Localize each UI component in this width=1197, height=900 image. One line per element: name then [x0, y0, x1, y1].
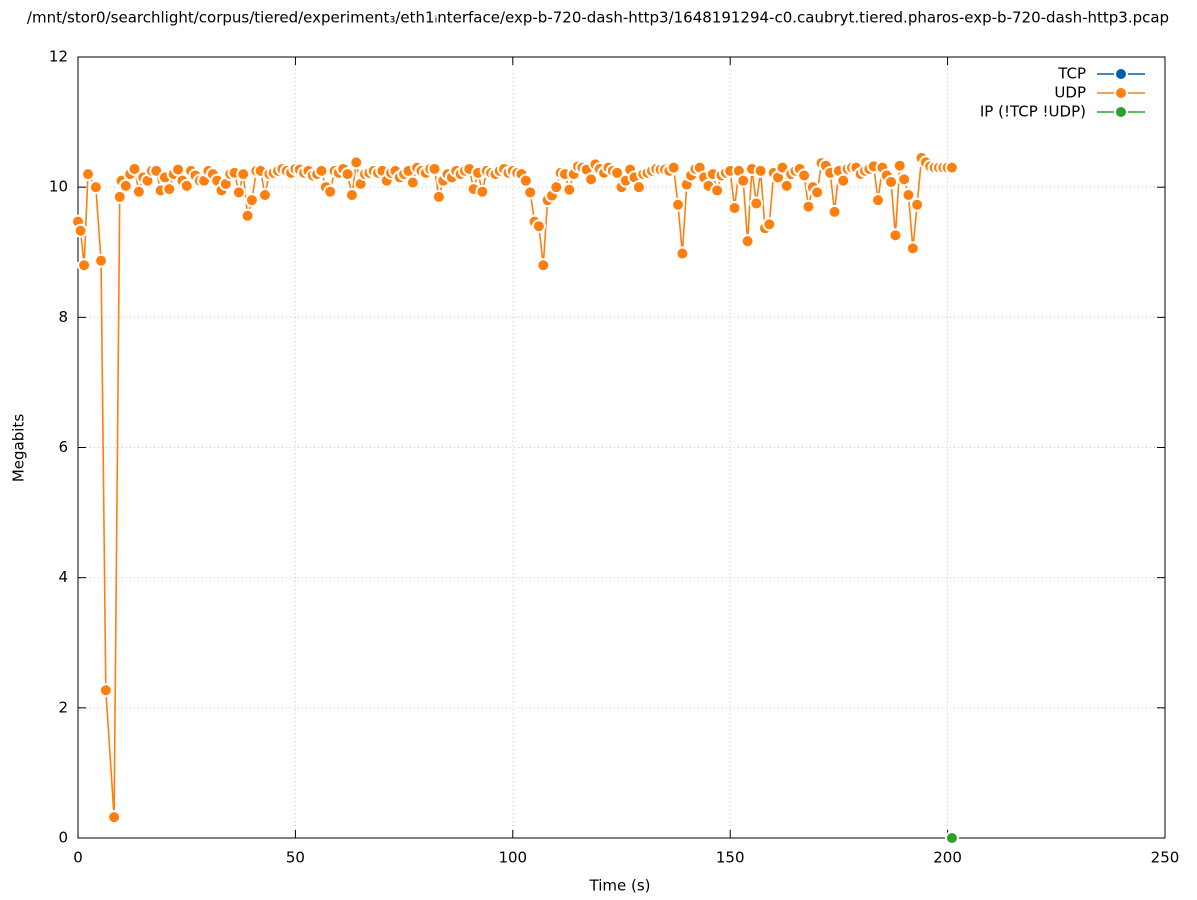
x-tick-label: 250 — [1151, 849, 1180, 867]
y-tick-label: 4 — [58, 568, 68, 586]
data-point — [871, 193, 886, 208]
x-tick-label: 0 — [73, 849, 83, 867]
data-point — [753, 163, 768, 178]
data-point — [427, 161, 442, 176]
data-point — [118, 178, 133, 193]
data-point — [94, 253, 109, 268]
data-point — [323, 184, 338, 199]
data-point — [162, 182, 177, 197]
data-point — [244, 193, 259, 208]
data-point — [77, 258, 92, 273]
data-point — [740, 234, 755, 249]
data-point — [675, 246, 690, 261]
data-point — [944, 831, 959, 845]
data-point — [944, 160, 959, 175]
data-point — [779, 178, 794, 193]
data-point — [749, 196, 764, 211]
y-tick-label: 12 — [49, 48, 68, 66]
x-axis-label: Time (s) — [589, 877, 651, 895]
data-point — [340, 167, 355, 182]
data-point — [107, 810, 122, 825]
legend-label: TCP — [1057, 65, 1086, 83]
y-axis-label: Megabits — [10, 414, 28, 482]
data-point — [827, 204, 842, 219]
data-point — [523, 185, 538, 200]
data-point — [910, 197, 925, 212]
x-tick-label: 200 — [933, 849, 962, 867]
data-point — [518, 173, 533, 188]
data-point — [584, 172, 599, 187]
data-point — [231, 185, 246, 200]
data-point — [901, 187, 916, 202]
x-tick-label: 150 — [716, 849, 745, 867]
plot-border — [77, 56, 1166, 839]
legend-marker — [1114, 67, 1128, 81]
data-point — [810, 185, 825, 200]
data-point — [73, 223, 88, 238]
data-point — [762, 217, 777, 232]
data-point — [801, 199, 816, 214]
data-point — [727, 200, 742, 215]
data-point — [797, 168, 812, 183]
data-point — [671, 197, 686, 212]
y-tick-label: 6 — [58, 438, 68, 456]
data-point — [179, 178, 194, 193]
data-point — [888, 228, 903, 243]
data-point — [405, 175, 420, 190]
legend-marker — [1114, 105, 1128, 119]
x-tick-label: 100 — [498, 849, 527, 867]
data-point — [710, 183, 725, 198]
data-point — [549, 180, 564, 195]
data-point — [131, 184, 146, 199]
data-point — [98, 683, 113, 698]
legend-label: IP (!TCP !UDP) — [980, 103, 1086, 121]
data-point — [905, 241, 920, 256]
data-point — [344, 187, 359, 202]
data-point — [314, 163, 329, 178]
legend-label: UDP — [1054, 84, 1086, 102]
data-point — [240, 208, 255, 223]
data-point — [475, 184, 490, 199]
data-point — [631, 180, 646, 195]
y-tick-label: 0 — [58, 829, 68, 847]
data-point — [112, 189, 127, 204]
data-point — [531, 219, 546, 234]
data-point — [736, 173, 751, 188]
y-tick-label: 10 — [49, 178, 68, 196]
data-point — [431, 189, 446, 204]
chart-title: /mnt/stor0/searchlight/corpus/tiered/exp… — [27, 9, 1169, 27]
data-point — [88, 180, 103, 195]
data-point — [610, 165, 625, 180]
data-point — [81, 167, 96, 182]
data-point — [127, 161, 142, 176]
legend-marker — [1114, 86, 1128, 100]
data-point — [892, 158, 907, 173]
data-point — [562, 182, 577, 197]
data-point — [884, 174, 899, 189]
data-point — [349, 155, 364, 170]
data-point — [257, 187, 272, 202]
data-point — [897, 172, 912, 187]
data-point — [536, 258, 551, 273]
y-tick-label: 8 — [58, 308, 68, 326]
data-point — [836, 173, 851, 188]
data-point — [666, 160, 681, 175]
x-tick-label: 50 — [286, 849, 305, 867]
y-tick-label: 2 — [58, 698, 68, 716]
data-point — [236, 167, 251, 182]
